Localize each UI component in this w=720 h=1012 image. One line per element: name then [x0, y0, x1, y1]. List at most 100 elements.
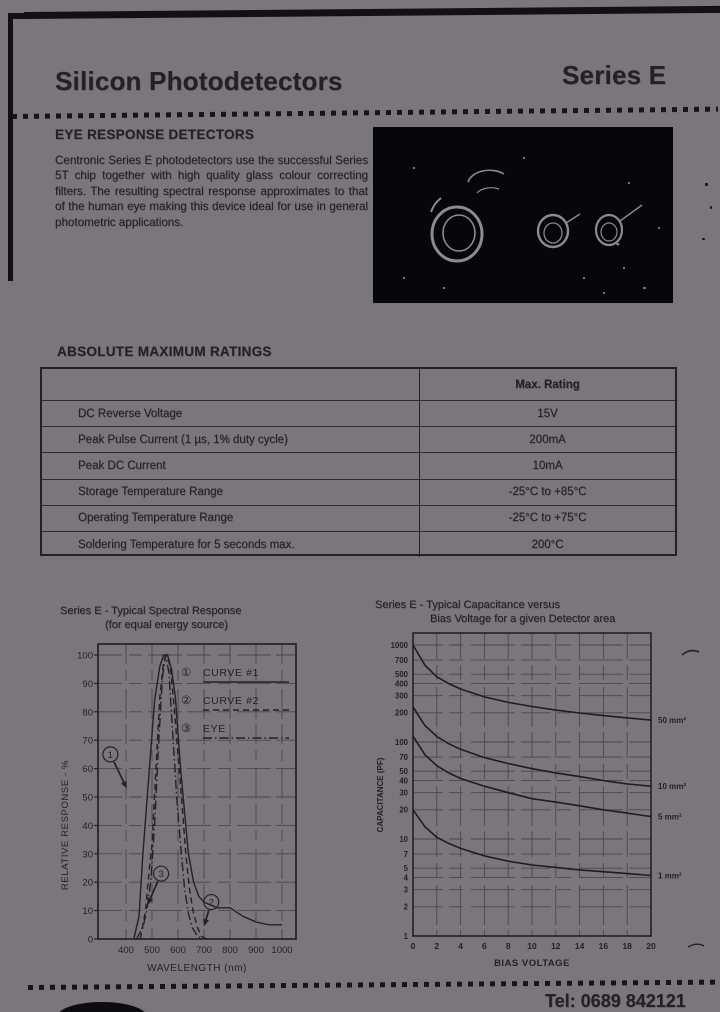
spectral-chart-svg: 400 500 600 700 800 900 1000 0 10 20 30 40 50 60 70 80 9… — [60, 643, 297, 974]
svg-text:20: 20 — [646, 941, 656, 951]
scan-speck — [705, 183, 708, 186]
series-50-mm- — [412, 644, 652, 721]
svg-text:①: ① — [181, 665, 191, 679]
series-10-mm- — [412, 706, 652, 787]
capacitance-plot: 0 2 4 6 8 10 12 14 16 18 2010007005004003002001007… — [391, 632, 686, 951]
table-row: Peak Pulse Current (1 µs, 1% duty cycle)… — [42, 426, 675, 453]
svg-text:7: 7 — [404, 850, 408, 859]
capacitance-chart-title: Series E - Typical Capacitance versus — [375, 599, 561, 611]
header-divider — [11, 106, 718, 119]
svg-text:16: 16 — [599, 941, 609, 951]
ratings-table: Max. Rating DC Reverse Voltage 15V Peak … — [40, 367, 677, 558]
intro-paragraph: Centronic Series E photodetectors use th… — [55, 154, 368, 229]
svg-text:100: 100 — [395, 738, 409, 747]
capacitance-chart-svg: 0 2 4 6 8 10 12 14 16 18 2010007005004003002001007… — [376, 632, 705, 969]
svg-text:600: 600 — [170, 945, 186, 956]
svg-text:1: 1 — [404, 932, 409, 941]
svg-text:30: 30 — [82, 849, 93, 860]
svg-text:100: 100 — [77, 651, 93, 662]
svg-text:70: 70 — [399, 753, 408, 762]
svg-text:CURVE #2: CURVE #2 — [203, 695, 259, 707]
value-cell: -25°C to +75°C — [508, 512, 587, 525]
parameter-cell: Peak Pulse Current (1 µs, 1% duty cycle) — [42, 427, 420, 453]
svg-text:2: 2 — [404, 903, 409, 912]
table-header-row: Max. Rating — [42, 369, 675, 400]
svg-text:12: 12 — [551, 941, 561, 951]
scan-speck — [710, 206, 712, 209]
svg-text:5: 5 — [404, 864, 409, 873]
value-cell: 15V — [537, 407, 558, 420]
parameter-cell: Storage Temperature Range — [42, 479, 420, 505]
parameter-cell: Operating Temperature Range — [42, 505, 420, 531]
page-title: Silicon Photodetectors — [55, 66, 343, 96]
svg-text:6: 6 — [482, 941, 487, 951]
spectral-plot: 400 500 600 700 800 900 1000 0 10 20 30 40 50 60 70 80 9… — [77, 643, 297, 956]
photo-noise — [403, 157, 660, 294]
svg-text:700: 700 — [196, 945, 212, 956]
svg-text:2: 2 — [434, 941, 439, 951]
callout-circle — [203, 893, 220, 911]
svg-text:3: 3 — [158, 869, 163, 880]
photo-background — [373, 127, 673, 303]
svg-text:8: 8 — [506, 941, 511, 951]
parameter-cell: DC Reverse Voltage — [42, 401, 420, 427]
callout-circle — [102, 746, 119, 763]
svg-text:700: 700 — [395, 656, 409, 665]
scan-mark — [681, 649, 700, 656]
svg-text:10: 10 — [527, 941, 537, 951]
table-row: Peak DC Current 10mA — [42, 452, 675, 479]
svg-text:1000: 1000 — [391, 641, 409, 650]
svg-text:1: 1 — [108, 750, 113, 761]
plot-frame — [97, 643, 297, 940]
table-row: DC Reverse Voltage 15V — [42, 400, 675, 427]
svg-text:10: 10 — [82, 906, 93, 917]
svg-text:③: ③ — [181, 721, 191, 735]
value-cell: 200mA — [529, 433, 566, 446]
svg-text:50: 50 — [82, 793, 93, 804]
table-row: Storage Temperature Range -25°C to +85°C — [42, 478, 675, 505]
svg-text:0: 0 — [411, 941, 416, 951]
callout-circle — [152, 865, 170, 882]
svg-text:RELATIVE RESPONSE - %: RELATIVE RESPONSE - % — [60, 760, 71, 890]
series-label: Series E — [562, 60, 667, 90]
svg-text:1 mm²: 1 mm² — [658, 872, 682, 881]
scan-mark — [687, 943, 705, 948]
spectral-chart-subtitle: (for equal energy source) — [105, 619, 228, 631]
svg-text:CURVE #1: CURVE #1 — [203, 667, 259, 679]
series-curve-1 — [133, 654, 282, 940]
parameter-cell: Soldering Temperature for 5 seconds max. — [42, 531, 420, 558]
series-curve-2 — [139, 653, 207, 940]
svg-text:70: 70 — [82, 736, 93, 747]
svg-text:4: 4 — [458, 941, 463, 951]
product-photo — [373, 127, 673, 303]
svg-text:20: 20 — [399, 806, 408, 815]
svg-text:800: 800 — [222, 945, 238, 956]
scan-left-border — [8, 13, 13, 281]
svg-text:20: 20 — [82, 878, 93, 889]
table-row: Soldering Temperature for 5 seconds max.… — [42, 530, 675, 558]
series-5-mm- — [412, 735, 652, 818]
svg-text:18: 18 — [622, 941, 632, 951]
svg-text:10 mm²: 10 mm² — [658, 782, 686, 791]
svg-text:500: 500 — [144, 945, 160, 956]
plot-frame — [412, 632, 652, 937]
svg-text:80: 80 — [82, 707, 93, 718]
svg-text:900: 900 — [248, 945, 264, 956]
series-1-mm- — [412, 809, 652, 877]
scan-corner-stub — [8, 13, 30, 19]
series-eye — [135, 654, 204, 940]
scan-speck — [702, 238, 705, 240]
svg-text:3: 3 — [404, 886, 409, 895]
svg-text:2: 2 — [209, 898, 214, 909]
svg-text:50 mm²: 50 mm² — [658, 716, 686, 725]
svg-text:CAPACITANCE (PF): CAPACITANCE (PF) — [376, 757, 385, 832]
svg-text:30: 30 — [399, 789, 408, 798]
svg-text:10: 10 — [399, 835, 408, 844]
svg-text:50: 50 — [399, 767, 408, 776]
svg-text:400: 400 — [395, 679, 409, 688]
svg-text:4: 4 — [404, 873, 409, 882]
svg-text:EYE: EYE — [203, 723, 226, 735]
svg-text:500: 500 — [395, 670, 409, 679]
value-cell: 200°C — [531, 538, 564, 551]
